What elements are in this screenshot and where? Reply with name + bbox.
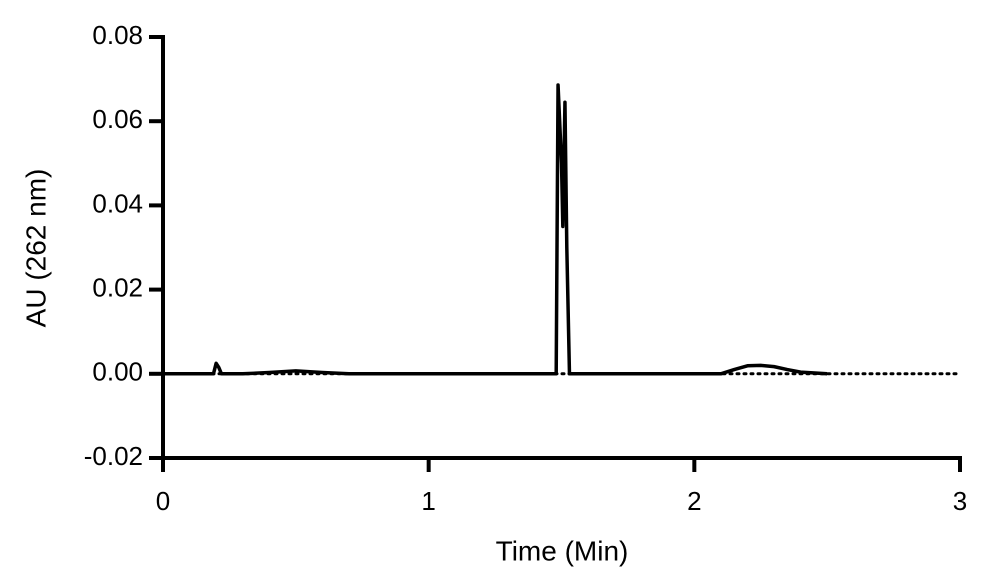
x-tick-label: 1 [421,486,435,516]
x-tick-label: 0 [156,486,170,516]
series-line [163,83,828,376]
y-tick-label: 0.00 [92,357,143,387]
x-tick-label: 3 [953,486,967,516]
y-tick-label: 0.04 [92,188,143,218]
y-tick-label: 0.08 [92,20,143,50]
y-tick-label: 0.02 [92,272,143,302]
y-axis-title: AU (262 nm) [20,169,51,328]
x-tick-label: 2 [687,486,701,516]
x-axis-title: Time (Min) [496,535,629,566]
y-tick-label: -0.02 [84,441,143,471]
y-tick-label: 0.06 [92,104,143,134]
